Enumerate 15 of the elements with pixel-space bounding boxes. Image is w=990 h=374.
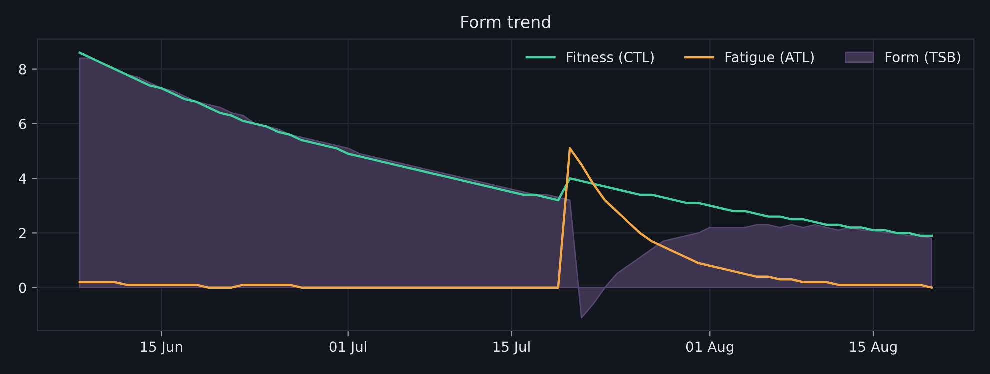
y-tick-label: 4	[19, 174, 26, 184]
x-tick-label: 01 Aug	[686, 342, 734, 355]
legend-label: Fitness (CTL)	[567, 52, 654, 64]
x-tick-label: 15 Jul	[494, 341, 530, 355]
x-tick-label: 15 Aug	[850, 342, 897, 355]
legend-label: Fatigue (ATL)	[726, 52, 814, 66]
y-tick-label: 2	[19, 228, 26, 238]
y-tick-label: 6	[19, 118, 26, 130]
legend-label: Form (TSB)	[886, 52, 960, 64]
x-tick-label: 15 Jun	[141, 342, 182, 355]
x-tick-label: 01 Jul	[330, 341, 366, 355]
y-tick-label: 0	[19, 282, 26, 294]
chart-title: Form trend	[462, 15, 550, 28]
line-series	[78, 147, 933, 289]
y-tick-label: 8	[19, 64, 26, 75]
